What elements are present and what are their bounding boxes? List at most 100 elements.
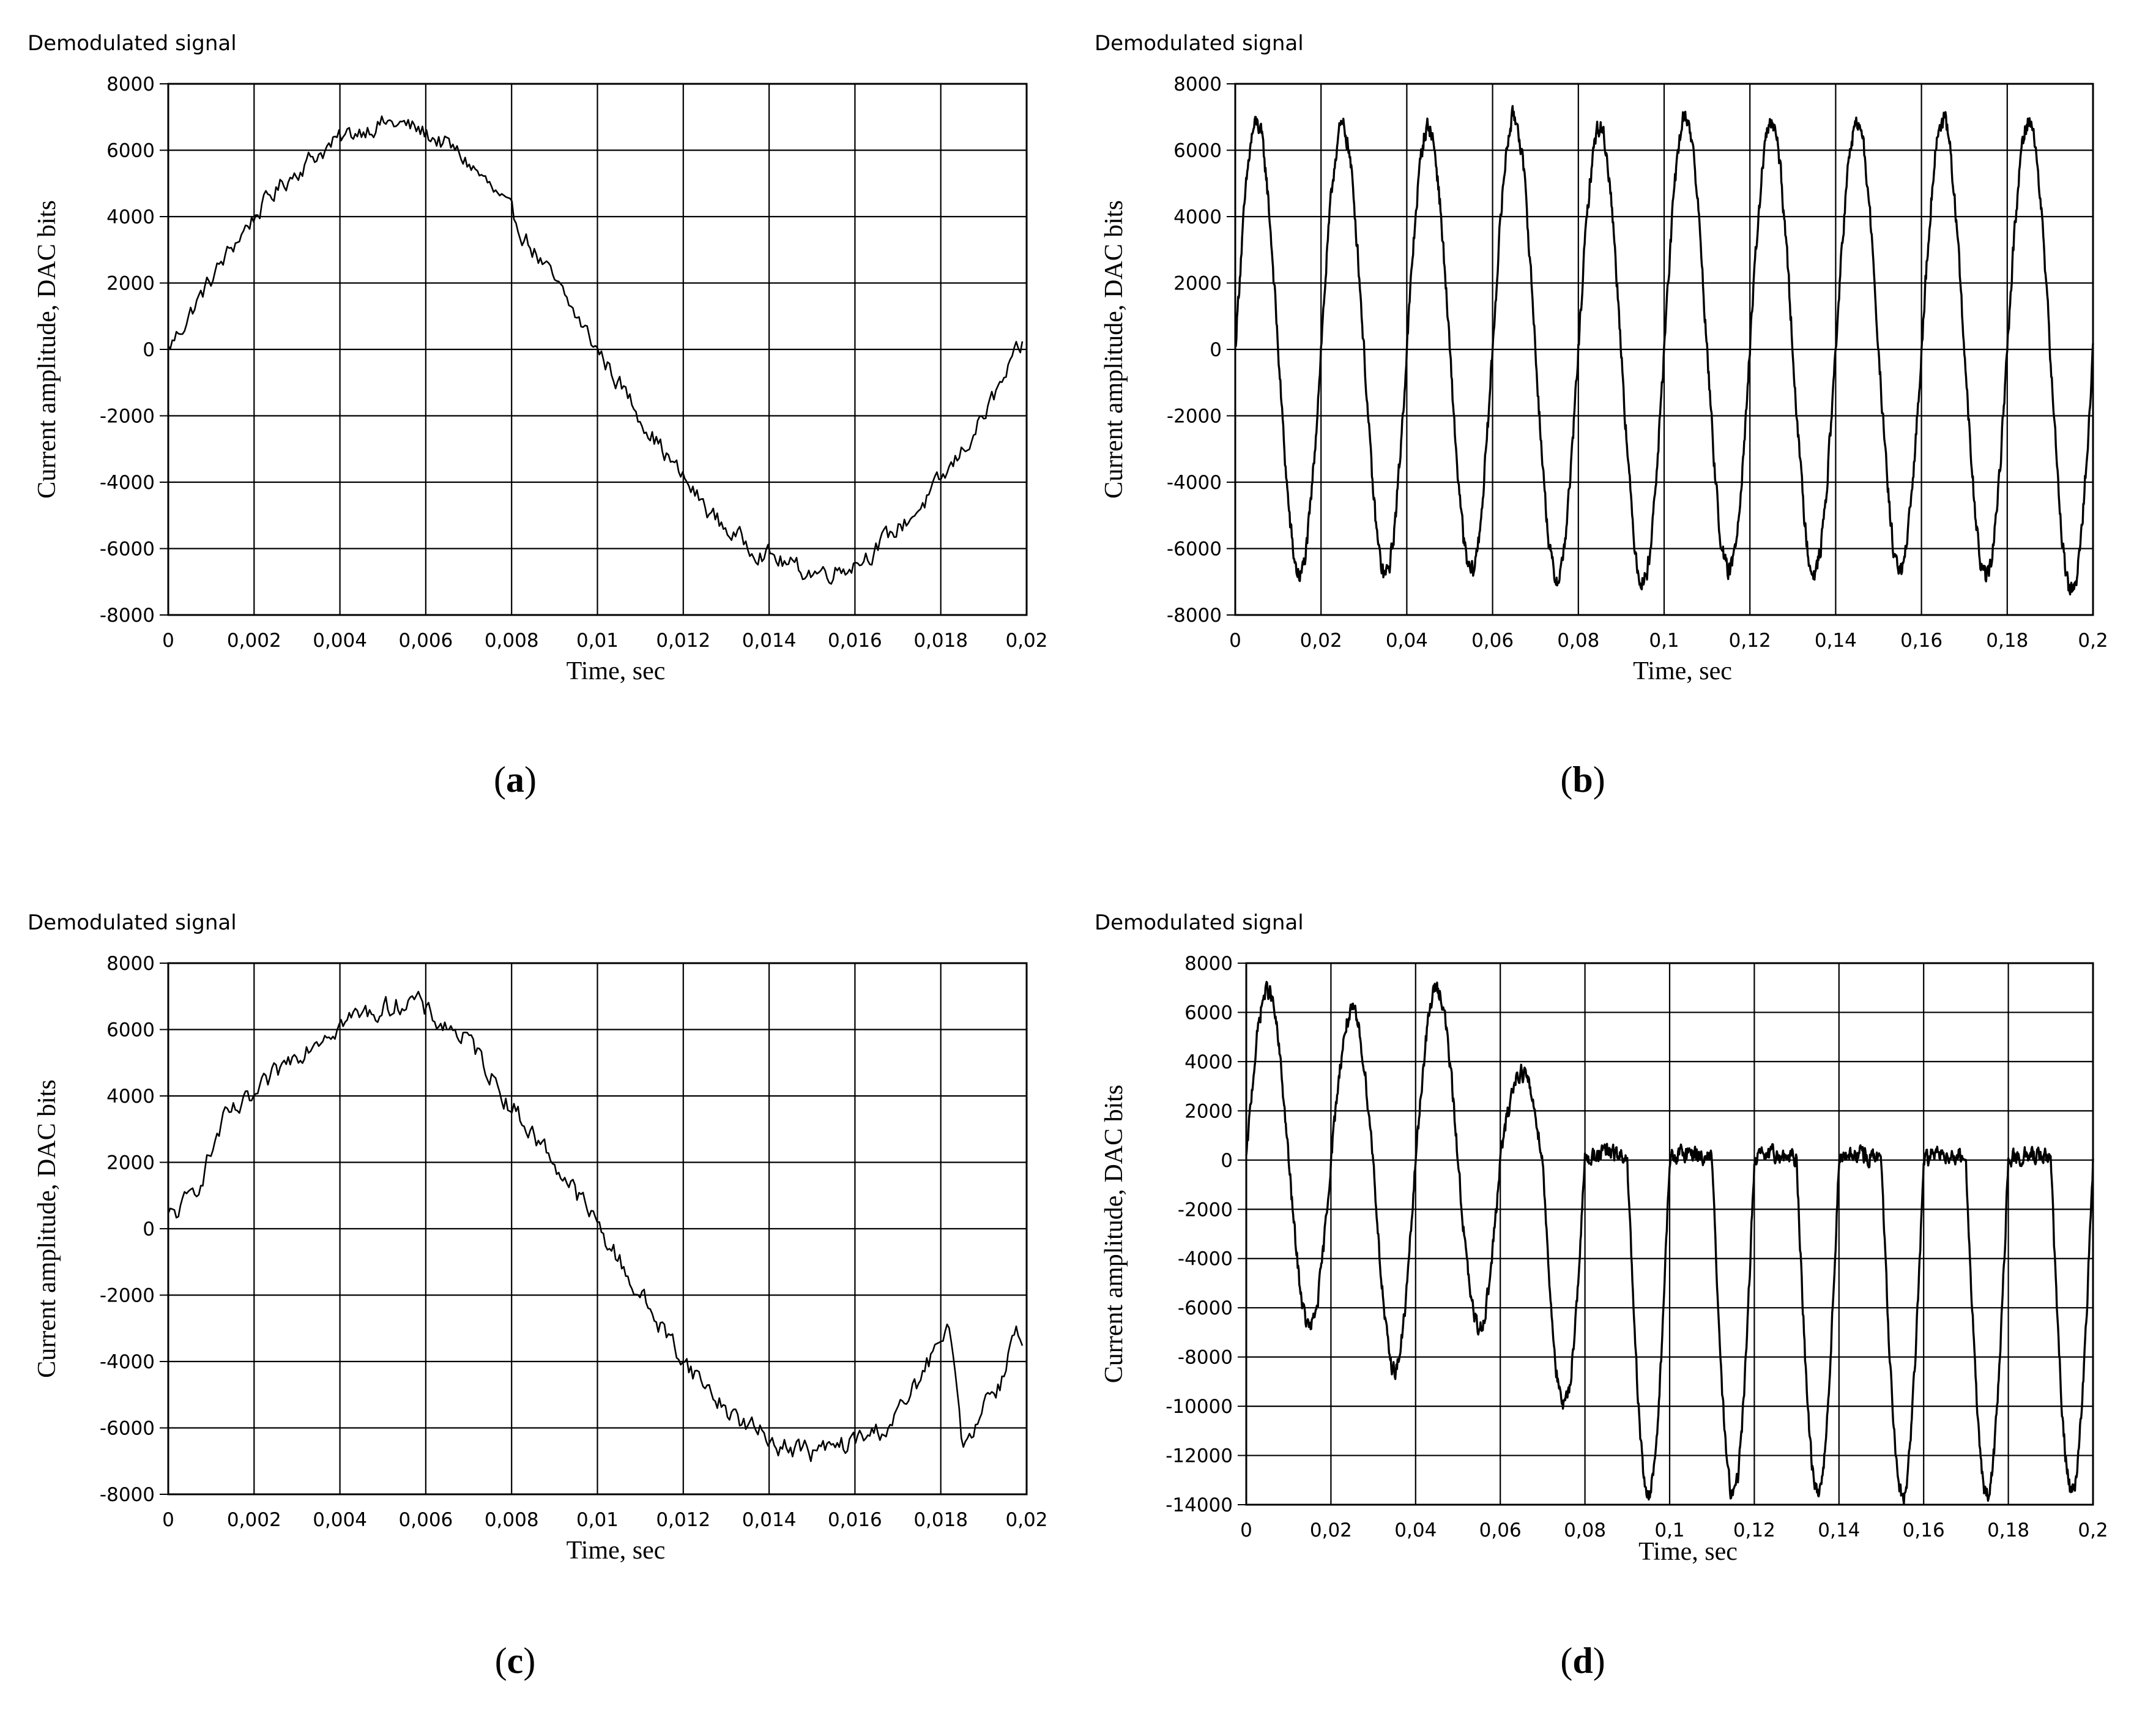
x-tick-label: 0,18 <box>1987 1519 2029 1541</box>
series-line-c <box>167 991 1024 1462</box>
plot-frame <box>167 962 1028 1496</box>
y-tick-label: 6000 <box>1184 1002 1233 1024</box>
series-line-b <box>1234 105 2094 596</box>
x-tick-label: 0,002 <box>227 630 281 652</box>
x-tick-label: 0,004 <box>313 1509 367 1531</box>
y-tick-label: -10000 <box>1166 1396 1233 1418</box>
y-tick-label: 2000 <box>1173 273 1222 295</box>
x-tick-label: 0,14 <box>1815 630 1857 652</box>
series-line-d <box>1245 980 2094 1505</box>
x-tick-label: 0,08 <box>1564 1519 1606 1541</box>
chart-title: Demodulated signal <box>28 911 237 935</box>
x-tick-label: 0,16 <box>1903 1519 1945 1541</box>
x-tick-label: 0,006 <box>399 1509 453 1531</box>
x-tick-label: 0,12 <box>1729 630 1771 652</box>
chart-title: Demodulated signal <box>28 31 237 56</box>
y-tick-label: -2000 <box>100 406 155 428</box>
x-tick-label: 0 <box>162 630 174 652</box>
x-tick-label: 0,016 <box>828 1509 882 1531</box>
y-tick-label: -8000 <box>100 1484 155 1506</box>
y-tick-label: 8000 <box>106 73 155 95</box>
series-line-a <box>167 115 1024 585</box>
y-tick-label: 8000 <box>106 953 155 975</box>
x-tick-label: 0,1 <box>1654 1519 1684 1541</box>
y-tick-label: 2000 <box>106 273 155 295</box>
x-tick-label: 0,08 <box>1557 630 1599 652</box>
y-tick-label: 4000 <box>106 206 155 228</box>
y-tick-label: -4000 <box>1167 472 1222 494</box>
y-tick-label: 8000 <box>1173 73 1222 95</box>
y-tick-label: -8000 <box>1167 605 1222 627</box>
y-tick-label: -2000 <box>100 1285 155 1307</box>
y-tick-label: 0 <box>1210 339 1222 361</box>
y-tick-label: -14000 <box>1166 1494 1233 1516</box>
y-axis-label: Current amplitude, DAC bits <box>1100 200 1128 499</box>
x-tick-label: 0,018 <box>913 1509 968 1531</box>
x-axis-label: Time, sec <box>1638 1538 1738 1566</box>
chart-panel-c: Demodulated signal 0 0,002 0,004 0,006 0,008 0… <box>0 879 1067 1736</box>
chart-svg-a: Demodulated signal 0 0,002 0,004 0,006 0,008 0… <box>28 31 1048 685</box>
y-tick-label: -4000 <box>100 472 155 494</box>
chart-svg-b: Demodulated signal 0 0,02 0,04 0,06 0,08 0,1 0,… <box>1095 31 2108 685</box>
x-tick-label: 0,006 <box>399 630 453 652</box>
x-tick-label: 0,16 <box>1900 630 1943 652</box>
y-tick-label: -6000 <box>1178 1297 1233 1319</box>
x-tick-label: 0,012 <box>656 630 710 652</box>
x-tick-label: 0,06 <box>1471 630 1514 652</box>
y-tick-label: 0 <box>1221 1150 1233 1172</box>
y-tick-label: -6000 <box>100 538 155 561</box>
y-tick-label: -2000 <box>1167 406 1222 428</box>
x-tick-label: 0,012 <box>656 1509 710 1531</box>
x-tick-label: 0,008 <box>485 630 539 652</box>
x-tick-label: 0 <box>1229 630 1241 652</box>
x-tick-label: 0,02 <box>1300 630 1342 652</box>
chart-svg-d: Demodulated signal 0 0,02 0,04 0,06 0,08 0,1 0,… <box>1095 911 2108 1566</box>
x-tick-label: 0,014 <box>742 1509 797 1531</box>
chart-panel-a: Demodulated signal 0 0,002 0,004 0,006 0,008 0… <box>0 0 1067 857</box>
y-tick-label: -8000 <box>1178 1347 1233 1369</box>
chart-panel-b: Demodulated signal 0 0,02 0,04 0,06 0,08 0,1 0,… <box>1067 0 2134 857</box>
y-tick-label: 6000 <box>1173 140 1222 162</box>
caption-a: (a) <box>494 759 537 800</box>
y-axis-label: Current amplitude, DAC bits <box>33 1079 61 1378</box>
x-tick-label: 0,06 <box>1479 1519 1522 1541</box>
y-tick-label: 4000 <box>106 1086 155 1108</box>
x-tick-label: 0,02 <box>1005 1509 1047 1531</box>
y-tick-label: 4000 <box>1173 206 1222 228</box>
x-axis-label: Time, sec <box>1633 657 1732 685</box>
x-tick-label: 0,2 <box>2078 1519 2108 1541</box>
y-tick-label: -6000 <box>1167 538 1222 561</box>
x-tick-label: 0,04 <box>1386 630 1428 652</box>
x-tick-label: 0,01 <box>576 630 619 652</box>
y-tick-label: -6000 <box>100 1418 155 1440</box>
x-tick-label: 0 <box>162 1509 174 1531</box>
x-tick-label: 0 <box>1240 1519 1252 1541</box>
y-tick-label: -4000 <box>1178 1248 1233 1270</box>
y-tick-label: 2000 <box>106 1152 155 1174</box>
x-tick-label: 0,004 <box>313 630 367 652</box>
x-tick-label: 0,12 <box>1733 1519 1775 1541</box>
chart-title: Demodulated signal <box>1095 911 1304 935</box>
caption-b: (b) <box>1560 759 1605 800</box>
x-tick-label: 0,1 <box>1649 630 1679 652</box>
y-tick-label: -12000 <box>1166 1445 1233 1467</box>
x-axis-label: Time, sec <box>567 657 666 685</box>
y-tick-label: -4000 <box>100 1351 155 1373</box>
y-tick-label: 0 <box>143 1218 155 1240</box>
y-tick-label: 2000 <box>1184 1100 1233 1122</box>
caption-d: (d) <box>1560 1641 1605 1681</box>
x-tick-label: 0,02 <box>1310 1519 1352 1541</box>
plot-frame <box>1245 962 2094 1506</box>
x-tick-label: 0,008 <box>485 1509 539 1531</box>
y-axis-label: Current amplitude, DAC bits <box>1100 1085 1128 1384</box>
x-tick-label: 0,016 <box>828 630 882 652</box>
x-tick-label: 0,014 <box>742 630 797 652</box>
x-tick-label: 0,01 <box>576 1509 619 1531</box>
x-tick-label: 0,14 <box>1818 1519 1860 1541</box>
y-tick-label: 6000 <box>106 140 155 162</box>
plot-frame <box>167 83 1028 616</box>
y-tick-label: 4000 <box>1184 1051 1233 1073</box>
y-tick-label: 0 <box>143 339 155 361</box>
y-tick-label: 8000 <box>1184 953 1233 975</box>
caption-c: (c) <box>494 1641 536 1681</box>
